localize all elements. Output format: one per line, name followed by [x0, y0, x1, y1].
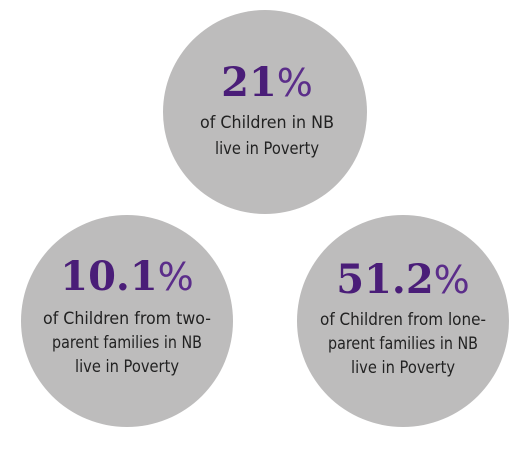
stat-text: live in Poverty: [351, 358, 455, 378]
stat-text: parent families in NB: [328, 334, 478, 354]
stat-number: 51.2: [336, 256, 433, 303]
stat-circle: [163, 10, 367, 214]
stat-figure: 21%: [221, 59, 313, 106]
stat-number: 10.1: [60, 253, 157, 300]
stat-unit: %: [158, 255, 194, 299]
stat-text: parent families in NB: [52, 333, 202, 353]
stat-text: live in Poverty: [215, 139, 319, 159]
stat-unit: %: [434, 258, 470, 302]
stat-text: of Children from lone-: [320, 310, 486, 330]
stat-figure: 51.2%: [336, 256, 470, 303]
stat-text: of Children in NB: [200, 113, 334, 133]
stat-circle: [21, 215, 233, 427]
stat-number: 21: [221, 59, 277, 106]
stat-circle: [297, 215, 509, 427]
stat-figure: 10.1%: [60, 253, 194, 300]
stat-text: live in Poverty: [75, 357, 179, 377]
stat-text: of Children from two-: [43, 309, 211, 329]
stat-unit: %: [277, 61, 313, 105]
